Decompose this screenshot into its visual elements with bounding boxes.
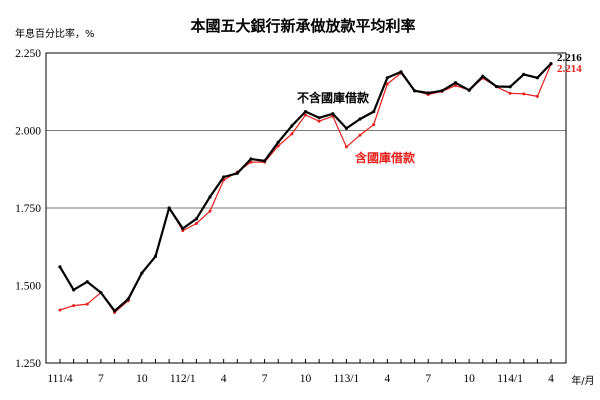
x-tick-label: 10: [463, 373, 475, 385]
data-point-including-treasury: [535, 94, 539, 98]
data-point-excluding-treasury: [413, 89, 417, 93]
data-point-including-treasury: [208, 209, 212, 213]
data-point-including-treasury: [85, 302, 89, 306]
x-axis-unit-label: 年/月: [571, 374, 594, 387]
data-point-including-treasury: [522, 92, 526, 96]
data-point-excluding-treasury: [303, 109, 308, 114]
data-point-excluding-treasury: [453, 81, 458, 85]
data-point-excluding-treasury: [440, 89, 444, 93]
data-point-including-treasury: [72, 304, 76, 308]
data-point-including-treasury: [372, 123, 376, 127]
x-tick-label: 113/1: [334, 373, 360, 385]
x-tick-label: 112/1: [170, 373, 196, 385]
x-tick-label: 111/4: [47, 373, 73, 385]
y-tick-label: 2.250: [15, 48, 41, 60]
series-label-excluding-treasury: 不含國庫借款: [297, 90, 370, 105]
data-point-excluding-treasury: [494, 84, 499, 89]
x-axis: 111/4 7 10 112/1 4 7 10 113/1 4 7 10 114/1 4: [47, 359, 554, 385]
x-tick-label: 7: [98, 373, 104, 385]
gridlines: [46, 130, 566, 209]
end-value-label-including-treasury: 2.214: [557, 63, 582, 75]
x-tick-label: 4: [221, 373, 227, 385]
data-point-excluding-treasury: [181, 226, 185, 231]
data-point-excluding-treasury: [126, 297, 130, 301]
data-point-excluding-treasury: [112, 309, 117, 313]
data-point-excluding-treasury: [317, 116, 321, 120]
data-point-excluding-treasury: [249, 157, 253, 161]
series-label-including-treasury: 含國庫借款: [355, 150, 416, 165]
y-axis-unit-label: 年息百分比率，%: [15, 27, 95, 40]
data-point-including-treasury: [358, 133, 362, 137]
x-tick-label: 4: [384, 373, 390, 385]
y-axis: 1.250 1.500 1.750 2.000 2.250: [15, 48, 41, 370]
x-tick-label: 10: [136, 373, 148, 385]
data-point-excluding-treasury: [167, 206, 171, 210]
x-tick-label: 10: [300, 373, 312, 385]
x-tick-label: 114/1: [497, 373, 523, 385]
x-tick-label: 7: [425, 373, 431, 385]
data-point-excluding-treasury: [481, 74, 485, 78]
data-point-excluding-treasury: [358, 117, 362, 121]
data-point-excluding-treasury: [467, 88, 471, 92]
data-point-including-treasury: [385, 82, 389, 86]
data-point-excluding-treasury: [331, 112, 335, 116]
data-point-including-treasury: [290, 132, 294, 136]
y-tick-label: 2.000: [15, 126, 41, 138]
data-point-including-treasury: [304, 113, 307, 117]
data-point-excluding-treasury: [344, 126, 349, 130]
data-point-excluding-treasury: [140, 271, 144, 275]
data-point-including-treasury: [181, 229, 185, 233]
data-point-including-treasury: [317, 119, 321, 123]
data-point-excluding-treasury: [235, 171, 239, 175]
y-tick-label: 1.250: [15, 358, 41, 370]
data-point-excluding-treasury: [290, 124, 294, 128]
data-point-excluding-treasury: [535, 76, 539, 80]
x-tick-label: 4: [548, 373, 554, 385]
data-point-including-treasury: [194, 222, 198, 225]
chart-title: 本國五大銀行新承做放款平均利率: [190, 17, 415, 35]
data-point-excluding-treasury: [262, 159, 267, 163]
series-layer: [58, 61, 553, 314]
data-point-including-treasury: [276, 144, 280, 148]
data-point-including-treasury: [508, 91, 512, 95]
data-point-including-treasury: [249, 160, 253, 164]
data-point-excluding-treasury: [549, 61, 553, 66]
data-point-excluding-treasury: [399, 70, 403, 74]
y-tick-label: 1.500: [15, 281, 41, 293]
data-point-excluding-treasury: [276, 140, 280, 144]
data-point-including-treasury: [344, 145, 348, 149]
data-point-excluding-treasury: [58, 265, 62, 269]
data-point-excluding-treasury: [426, 91, 430, 95]
data-point-including-treasury: [58, 308, 62, 312]
data-point-excluding-treasury: [208, 195, 212, 199]
data-point-including-treasury: [454, 84, 458, 88]
data-point-excluding-treasury: [72, 288, 76, 292]
end-value-label-excluding-treasury: 2.216: [557, 52, 582, 64]
x-tick-label: 7: [262, 373, 268, 385]
data-point-excluding-treasury: [508, 85, 512, 89]
data-point-excluding-treasury: [522, 72, 526, 76]
data-point-excluding-treasury: [99, 291, 103, 295]
data-point-excluding-treasury: [385, 76, 389, 80]
data-point-excluding-treasury: [153, 254, 158, 258]
y-tick-label: 1.750: [15, 203, 41, 215]
data-point-excluding-treasury: [372, 109, 376, 114]
data-point-excluding-treasury: [194, 217, 198, 221]
data-point-excluding-treasury: [222, 175, 226, 179]
data-point-excluding-treasury: [85, 280, 89, 284]
